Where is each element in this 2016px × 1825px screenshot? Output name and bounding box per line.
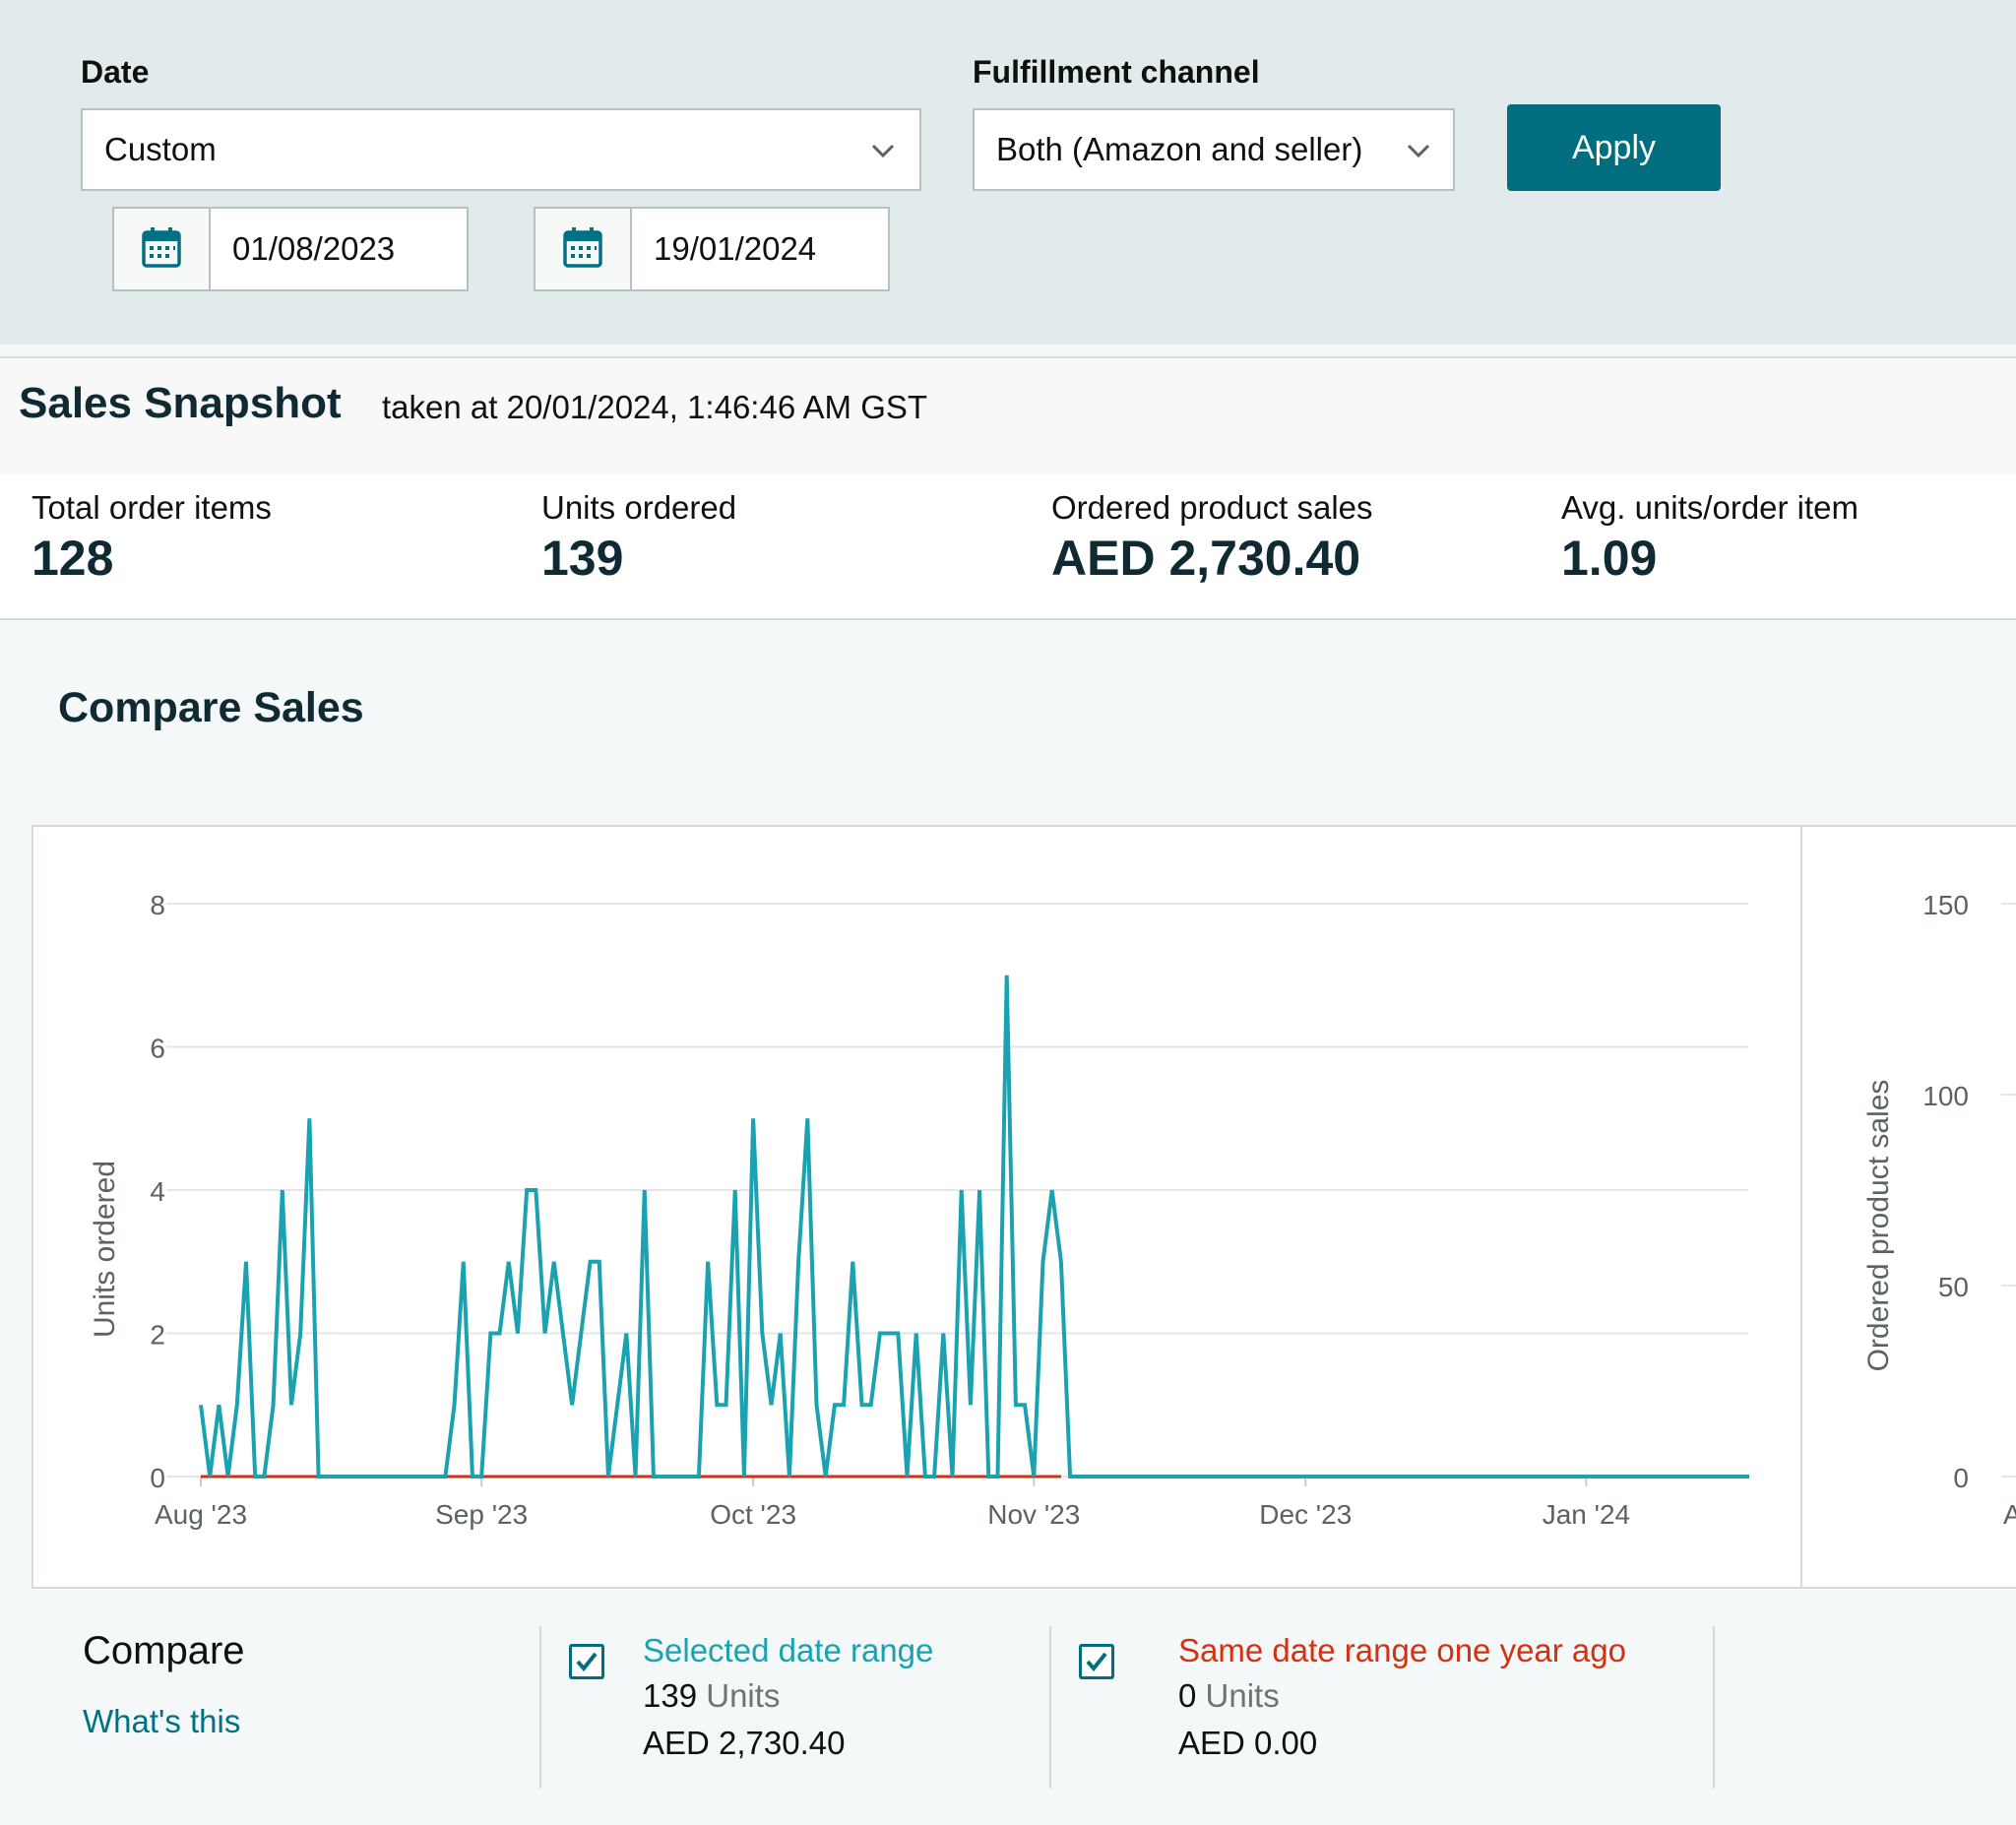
- x-tick-label: Aug '23: [155, 1499, 247, 1530]
- year-ago-units-label: Units: [1205, 1677, 1280, 1714]
- fulfillment-channel-select-value: Both (Amazon and seller): [996, 131, 1363, 167]
- units-ordered-value: 139: [541, 531, 624, 586]
- selected-range-units-label: Units: [706, 1677, 781, 1714]
- calendar-icon: [142, 227, 181, 268]
- compare-label: Compare: [83, 1629, 245, 1672]
- start-date-value[interactable]: 01/08/2023: [232, 230, 396, 267]
- legend-divider: [1713, 1626, 1715, 1789]
- avg-units-label: Avg. units/order item: [1561, 489, 1859, 526]
- x-tick-label: Oct '23: [710, 1499, 796, 1530]
- x-tick-label: Dec '23: [1259, 1499, 1352, 1530]
- legend-divider: [539, 1626, 541, 1789]
- apply-button[interactable]: Apply: [1507, 104, 1721, 191]
- end-calendar-button[interactable]: [536, 209, 632, 289]
- year-ago-units: 0 Units: [1178, 1677, 1280, 1715]
- start-date-field[interactable]: 01/08/2023: [112, 207, 469, 291]
- start-calendar-button[interactable]: [114, 209, 211, 289]
- date-label: Date: [81, 54, 150, 90]
- end-date-value[interactable]: 19/01/2024: [654, 230, 817, 267]
- snapshot-timestamp: taken at 20/01/2024, 1:46:46 AM GST: [382, 389, 928, 425]
- y-tick-label: 4: [150, 1176, 165, 1207]
- y2-tick-label: 50: [1938, 1272, 1969, 1302]
- year-ago-checkbox[interactable]: [1079, 1644, 1114, 1679]
- year-ago-units-value: 0: [1178, 1677, 1197, 1714]
- total-order-items-value: 128: [32, 531, 114, 586]
- ordered-product-sales-value: AED 2,730.40: [1051, 531, 1361, 586]
- y2-axis-title: Ordered product sales: [1862, 1080, 1895, 1372]
- total-order-items-label: Total order items: [32, 489, 272, 526]
- avg-units-value: 1.09: [1561, 531, 1658, 586]
- x-tick-label: Jan '24: [1543, 1499, 1630, 1530]
- date-range-select[interactable]: Custom: [81, 108, 921, 191]
- chart-card: 0 2 4 6 8 Aug '23 Sep '23 Oct '23 Nov '23 Dec '23…: [32, 825, 2016, 1589]
- date-range-select-value: Custom: [104, 131, 217, 167]
- y-axis-title: Units ordered: [89, 1161, 121, 1338]
- selected-range-units-value: 139: [643, 1677, 698, 1714]
- y2-tick-label: 0: [1953, 1463, 1969, 1493]
- calendar-icon: [563, 227, 602, 268]
- end-date-field[interactable]: 19/01/2024: [534, 207, 890, 291]
- legend-divider: [1049, 1626, 1051, 1789]
- selected-range-units: 139 Units: [643, 1677, 780, 1715]
- compare-sales-title: Compare Sales: [58, 684, 364, 731]
- checkmark-icon: [1086, 1652, 1107, 1672]
- y-tick-label: 6: [150, 1034, 165, 1064]
- sales-snapshot-title: Sales Snapshot: [19, 379, 342, 427]
- chevron-down-icon: [871, 144, 895, 158]
- x2-tick-label: Aug: [2003, 1499, 2016, 1530]
- x-tick-label: Sep '23: [435, 1499, 528, 1530]
- sales-snapshot-header: [0, 356, 2016, 476]
- selected-series-line: [199, 975, 1749, 1479]
- fulfillment-channel-select[interactable]: Both (Amazon and seller): [973, 108, 1455, 191]
- selected-range-sales: AED 2,730.40: [643, 1725, 846, 1761]
- whats-this-link[interactable]: What's this: [83, 1703, 241, 1739]
- year-ago-sales: AED 0.00: [1178, 1725, 1318, 1761]
- checkmark-icon: [576, 1652, 598, 1672]
- y2-tick-label: 100: [1922, 1081, 1969, 1111]
- x-tick-label: Nov '23: [987, 1499, 1080, 1530]
- metrics-row: [0, 474, 2016, 620]
- selected-range-title: Selected date range: [643, 1632, 934, 1668]
- selected-range-checkbox[interactable]: [569, 1644, 604, 1679]
- chevron-down-icon: [1407, 144, 1430, 158]
- y2-tick-label: 150: [1922, 890, 1969, 920]
- units-ordered-label: Units ordered: [541, 489, 737, 526]
- ordered-product-sales-label: Ordered product sales: [1051, 489, 1373, 526]
- fulfillment-channel-label: Fulfillment channel: [973, 54, 1260, 90]
- year-ago-title: Same date range one year ago: [1178, 1632, 1626, 1668]
- y-tick-label: 8: [150, 890, 165, 920]
- units-ordered-chart: 0 2 4 6 8 Aug '23 Sep '23 Oct '23 Nov '23 Dec '23…: [89, 827, 2016, 1587]
- y-tick-label: 0: [150, 1463, 165, 1493]
- y-tick-label: 2: [150, 1320, 165, 1351]
